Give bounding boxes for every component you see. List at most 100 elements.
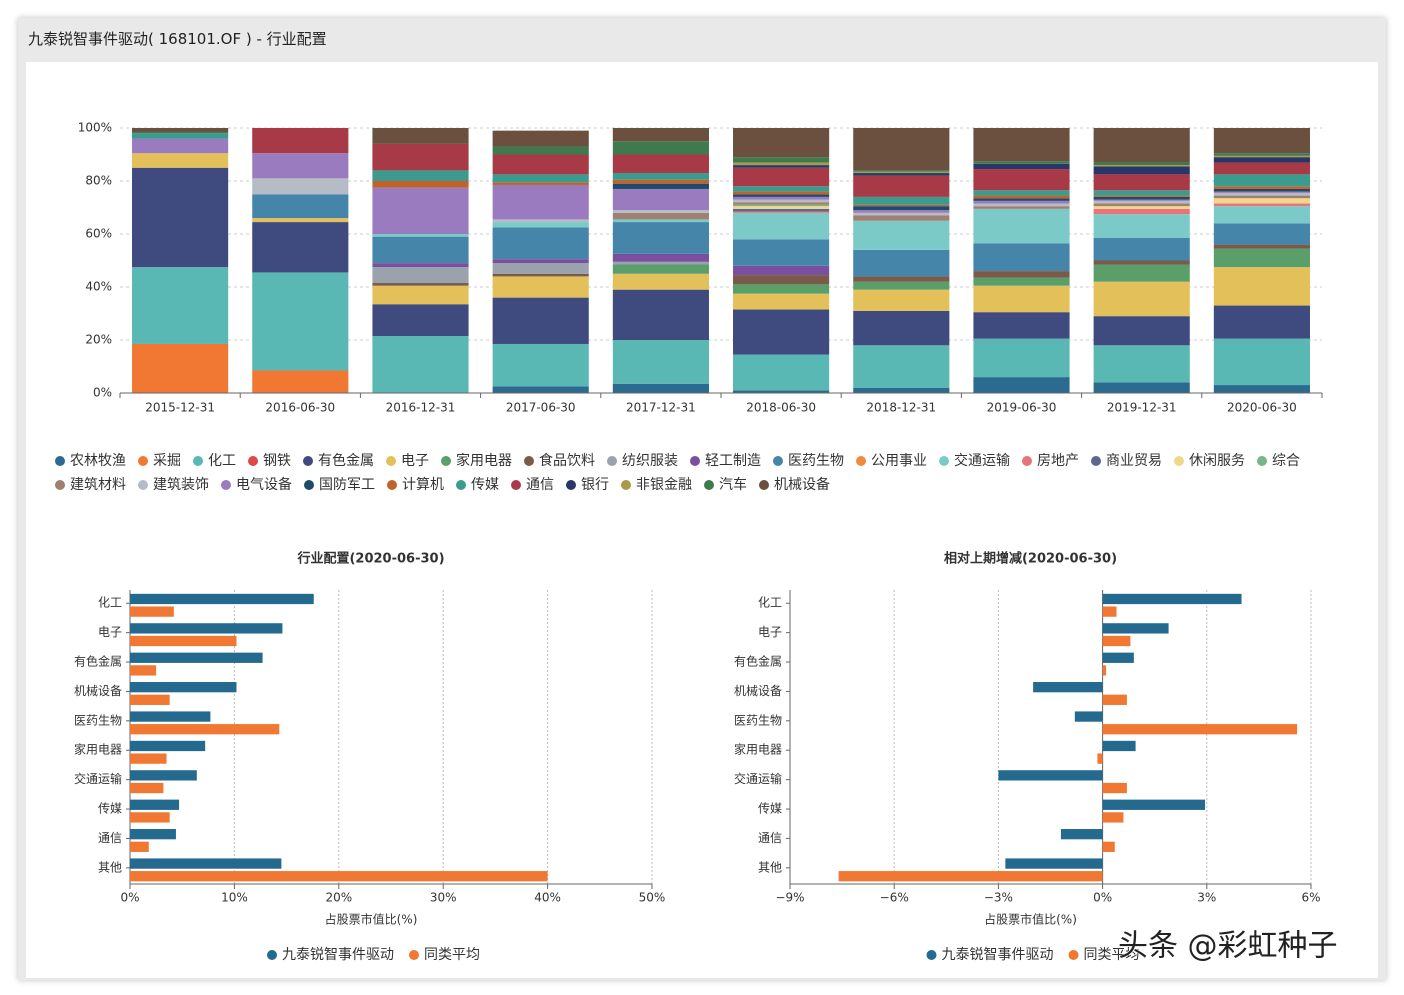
legend-label: 国防军工 <box>319 477 375 493</box>
bar-segment <box>372 285 469 305</box>
bar-segment <box>132 343 229 393</box>
bar-segment <box>612 141 709 155</box>
bar-segment <box>1213 385 1310 393</box>
x-tick-label: 2017-12-31 <box>626 401 696 415</box>
bar-segment <box>973 195 1070 199</box>
bar-segment <box>1213 186 1310 189</box>
watermark: 头条 @彩虹种子 <box>1118 929 1338 964</box>
bar-segment <box>1213 305 1310 339</box>
legend-swatch <box>856 456 866 466</box>
bar-segment <box>733 204 830 207</box>
legend-swatch <box>55 456 65 466</box>
bar-segment <box>853 220 950 250</box>
bar-segment <box>492 174 589 183</box>
bar <box>1060 829 1103 840</box>
bar-segment <box>492 386 589 393</box>
bar-segment <box>1213 195 1310 199</box>
x-tick-label: 50% <box>639 891 666 905</box>
bar-segment <box>1213 248 1310 268</box>
y-tick-label: 100% <box>78 121 112 135</box>
bar-segment <box>853 276 950 282</box>
legend-label: 房地产 <box>1037 453 1079 469</box>
y-tick-label: 家用电器 <box>74 742 122 757</box>
bar-segment <box>733 212 830 240</box>
bar <box>130 812 170 823</box>
bar-segment <box>733 275 830 285</box>
legend-swatch <box>511 480 521 490</box>
bar-segment <box>612 383 709 393</box>
bar-segment <box>492 222 589 228</box>
legend-label: 通信 <box>526 477 554 493</box>
legend-label: 家用电器 <box>456 452 512 469</box>
bar-segment <box>252 153 349 179</box>
bar-segment <box>973 271 1070 278</box>
bar-segment <box>372 187 469 234</box>
bar-segment <box>973 163 1070 170</box>
legend-label: 轻工制造 <box>705 453 761 469</box>
y-tick-label: 有色金属 <box>734 654 782 669</box>
bar-segment <box>973 200 1070 204</box>
bar-segment <box>1093 199 1190 201</box>
bar <box>1102 841 1115 852</box>
legend-label: 有色金属 <box>318 452 374 469</box>
bar-segment <box>733 206 830 209</box>
bar-segment <box>252 272 349 371</box>
legend-label: 医药生物 <box>788 453 844 469</box>
bar-segment <box>612 173 709 180</box>
bar-segment <box>1213 128 1310 154</box>
bar-segment <box>853 310 950 346</box>
window-title: 九泰锐智事件驱动( 168101.OF ) - 行业配置 <box>28 30 327 48</box>
legend-label: 汽车 <box>719 476 747 493</box>
y-tick-label: 60% <box>85 227 112 241</box>
x-tick-label: 2015-12-31 <box>145 401 215 415</box>
bar-segment <box>252 370 349 393</box>
y-tick-label: 40% <box>85 280 112 294</box>
legend-swatch <box>1257 456 1267 466</box>
bar-segment <box>612 219 709 223</box>
bar <box>130 841 149 852</box>
bar-segment <box>1093 203 1190 207</box>
legend-swatch <box>621 480 631 490</box>
x-axis-label: 占股票市值比(%) <box>325 912 418 927</box>
legend-swatch <box>138 456 148 466</box>
bar-segment <box>733 167 830 187</box>
legend-label: 商业贸易 <box>1106 453 1162 469</box>
legend-label: 计算机 <box>402 477 444 493</box>
bar-segment <box>733 128 830 158</box>
legend-swatch <box>193 456 203 466</box>
legend-swatch <box>607 456 617 466</box>
legend-label: 交通运输 <box>954 452 1010 469</box>
bar-segment <box>492 227 589 260</box>
legend-label: 建筑装饰 <box>153 477 209 493</box>
bar-segment <box>1093 166 1190 175</box>
bar-segment <box>372 304 469 337</box>
bar-segment <box>372 128 469 144</box>
bar-segment <box>612 128 709 142</box>
bar-segment <box>1213 206 1310 224</box>
legend: 九泰锐智事件驱动 同类平均 <box>926 947 1140 963</box>
bar-segment <box>1093 190 1190 196</box>
x-tick-label: 2018-12-31 <box>866 401 936 415</box>
x-tick-label: 2017-06-30 <box>506 401 576 415</box>
bar-segment <box>612 264 709 274</box>
bar <box>130 753 167 764</box>
bar-segment <box>372 267 469 284</box>
legend-label: 同类平均 <box>1084 947 1140 963</box>
bar-segment <box>492 182 589 185</box>
legend-swatch <box>926 950 937 960</box>
bar-segment <box>612 273 709 290</box>
bar-segment <box>492 154 589 175</box>
y-tick-label: 医药生物 <box>74 713 122 727</box>
bar-segment <box>733 293 830 310</box>
bar-segment <box>853 345 950 388</box>
bar-segment <box>1093 264 1190 282</box>
bar-segment <box>733 186 830 192</box>
legend-swatch <box>566 480 576 490</box>
bar-segment <box>973 243 1070 272</box>
bar-segment <box>853 212 950 216</box>
bar-segment <box>1093 195 1190 197</box>
bar <box>130 770 197 781</box>
bar-segment <box>1213 338 1310 386</box>
bar <box>838 871 1103 882</box>
bar-segment <box>1213 162 1310 175</box>
